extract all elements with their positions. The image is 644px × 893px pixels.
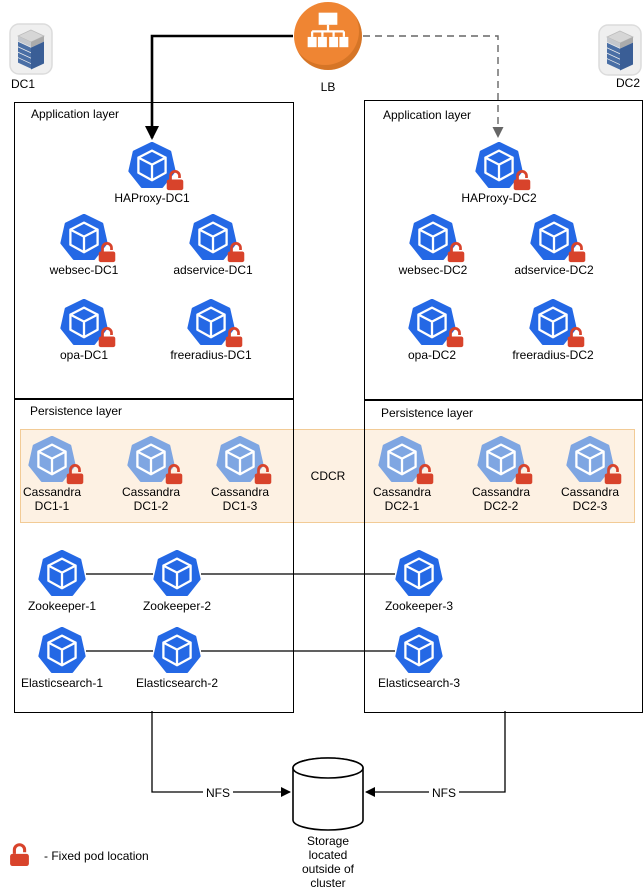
load-balancer-icon	[294, 2, 362, 70]
nfs-right-label: NFS	[429, 786, 459, 800]
fixed-pod-lock-icon	[566, 327, 586, 348]
dc1-server-icon	[9, 23, 53, 75]
pod-freeradius-dc2: freeradius-DC2	[487, 299, 619, 362]
dc1-persistence-layer-title: Persistence layer	[30, 404, 123, 418]
pod-cassandra-dc1-3: Cassandra DC1-3	[174, 436, 306, 513]
pod-label: adservice-DC2	[514, 263, 594, 277]
fixed-pod-lock-icon	[415, 464, 435, 485]
pod-label: HAProxy-DC1	[114, 191, 190, 205]
pod-cassandra-dc1-2: Cassandra DC1-2	[85, 436, 217, 513]
pod-cassandra-dc2-2: Cassandra DC2-2	[435, 436, 567, 513]
nfs-left-label: NFS	[203, 786, 233, 800]
lb-to-haproxy-dc1-arrow	[145, 34, 293, 140]
pod-node-label: DC1-3	[222, 499, 258, 513]
dc2-label: DC2	[616, 76, 641, 90]
fixed-pod-lock-icon	[603, 464, 623, 485]
pod-label: Elasticsearch-1	[20, 676, 104, 690]
pod-label: Cassandra	[560, 485, 620, 499]
pod-opa-dc1: opa-DC1	[18, 299, 150, 362]
pod-elasticsearch-2: Elasticsearch-2	[111, 627, 243, 690]
dc2-server-icon	[598, 24, 642, 76]
pod-websec-dc2: websec-DC2	[367, 214, 499, 277]
pod-node-label: DC2-1	[384, 499, 420, 513]
pod-label: opa-DC2	[407, 348, 457, 362]
dc2-persistence-layer-box	[364, 400, 643, 713]
pod-label: Cassandra	[121, 485, 181, 499]
pod-adservice-dc1: adservice-DC1	[147, 214, 279, 277]
fixed-pod-lock-icon	[65, 464, 85, 485]
fixed-pod-lock-icon	[567, 242, 587, 263]
fixed-pod-lock-icon	[445, 327, 465, 348]
pod-zookeeper-1: Zookeeper-1	[0, 550, 128, 613]
nfs-left-arrow	[151, 711, 291, 797]
pod-zookeeper-3: Zookeeper-3	[353, 550, 485, 613]
pod-label: Cassandra	[471, 485, 531, 499]
pod-label: websec-DC1	[49, 263, 119, 277]
pod-haproxy-dc1: HAProxy-DC1	[86, 142, 218, 205]
pod-websec-dc1: websec-DC1	[18, 214, 150, 277]
legend-lock-icon	[8, 843, 31, 867]
pod-label: websec-DC2	[398, 263, 468, 277]
lb-label: LB	[320, 80, 336, 94]
kubernetes-pod-icon	[153, 550, 201, 596]
pod-label: Cassandra	[210, 485, 270, 499]
pod-elasticsearch-1: Elasticsearch-1	[0, 627, 128, 690]
pod-label: Cassandra	[22, 485, 82, 499]
dc2-application-layer-title: Application layer	[383, 108, 472, 122]
cdcr-highlight-region	[20, 429, 635, 523]
storage-caption: Storage located outside of cluster	[301, 834, 355, 890]
dc1-application-layer-box	[14, 102, 294, 400]
fixed-pod-lock-icon	[97, 242, 117, 263]
dc2-persistence-layer-title: Persistence layer	[381, 406, 474, 420]
fixed-pod-lock-icon	[446, 242, 466, 263]
kubernetes-pod-icon	[38, 550, 86, 596]
pod-node-label: DC1-1	[34, 499, 70, 513]
pod-zookeeper-2: Zookeeper-2	[111, 550, 243, 613]
kubernetes-pod-icon	[38, 627, 86, 673]
pod-label: freeradius-DC2	[512, 348, 594, 362]
fixed-pod-lock-icon	[512, 170, 532, 191]
pod-freeradius-dc1: freeradius-DC1	[145, 299, 277, 362]
kubernetes-pod-icon	[395, 627, 443, 673]
dc1-label: DC1	[11, 77, 36, 91]
fixed-pod-lock-icon	[226, 242, 246, 263]
pod-haproxy-dc2: HAProxy-DC2	[433, 142, 565, 205]
pod-cassandra-dc1-1: Cassandra DC1-1	[0, 436, 118, 513]
fixed-pod-lock-icon	[253, 464, 273, 485]
kubernetes-pod-icon	[153, 627, 201, 673]
cdcr-label: CDCR	[310, 469, 346, 483]
storage-cylinder-icon	[292, 757, 364, 831]
pod-node-label: DC2-3	[572, 499, 608, 513]
fixed-pod-lock-icon	[165, 170, 185, 191]
pod-label: freeradius-DC1	[170, 348, 252, 362]
nfs-right-arrow	[365, 711, 506, 797]
fixed-pod-lock-icon	[97, 327, 117, 348]
legend-text: - Fixed pod location	[44, 849, 149, 863]
lb-to-haproxy-dc2-dashed-arrow	[363, 35, 504, 138]
pod-label: Zookeeper-1	[27, 599, 97, 613]
pod-label: Cassandra	[372, 485, 432, 499]
pod-label: Zookeeper-3	[384, 599, 454, 613]
pod-adservice-dc2: adservice-DC2	[488, 214, 620, 277]
pod-label: adservice-DC1	[173, 263, 253, 277]
dc1-application-layer-title: Application layer	[31, 107, 120, 121]
pod-label: opa-DC1	[59, 348, 109, 362]
fixed-pod-lock-icon	[224, 327, 244, 348]
pod-label: Elasticsearch-3	[377, 676, 461, 690]
pod-node-label: DC1-2	[133, 499, 169, 513]
pod-label: Elasticsearch-2	[135, 676, 219, 690]
pod-elasticsearch-3: Elasticsearch-3	[353, 627, 485, 690]
pod-node-label: DC2-2	[483, 499, 519, 513]
pod-label: Zookeeper-2	[142, 599, 212, 613]
pod-opa-dc2: opa-DC2	[366, 299, 498, 362]
dc2-application-layer-box	[364, 100, 643, 400]
dc1-persistence-layer-box	[14, 398, 294, 713]
kubernetes-pod-icon	[395, 550, 443, 596]
pod-label: HAProxy-DC2	[461, 191, 537, 205]
pod-cassandra-dc2-3: Cassandra DC2-3	[524, 436, 644, 513]
pod-cassandra-dc2-1: Cassandra DC2-1	[336, 436, 468, 513]
